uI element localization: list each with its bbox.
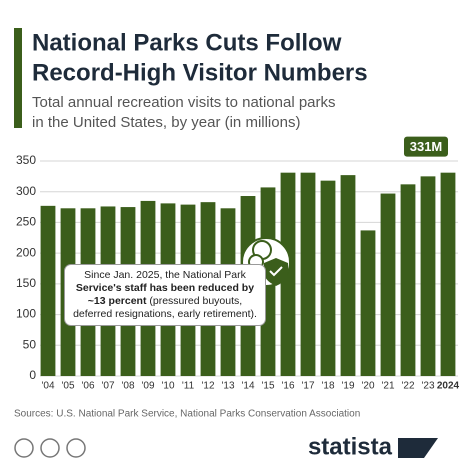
chart-subtitle: Total annual recreation visits to nation…: [32, 94, 336, 111]
x-tick-label: '06: [81, 381, 94, 392]
logo: statista: [308, 433, 393, 460]
y-tick-label: 100: [16, 307, 36, 321]
chart-title: National Parks Cuts Follow: [32, 29, 342, 56]
chart-subtitle: in the United States, by year (in millio…: [32, 114, 300, 131]
x-tick-label: '07: [101, 381, 114, 392]
bar: [340, 175, 356, 376]
x-tick-label: '17: [301, 381, 314, 392]
x-tick-label: '05: [61, 381, 74, 392]
y-tick-label: 0: [29, 368, 36, 382]
x-tick-label: '16: [281, 381, 294, 392]
x-tick-label: '15: [261, 381, 274, 392]
x-tick-label: '19: [341, 381, 354, 392]
y-tick-label: 300: [16, 184, 36, 198]
accent-bar: [14, 28, 22, 128]
x-tick-label: '04: [41, 381, 54, 392]
x-tick-label: '23: [421, 381, 434, 392]
y-tick-label: 50: [23, 337, 37, 351]
annotation-text: Since Jan. 2025, the National Park: [84, 269, 246, 281]
x-tick-label: '12: [201, 381, 214, 392]
x-tick-label: '18: [321, 381, 334, 392]
x-tick-label: '10: [161, 381, 174, 392]
bar: [40, 205, 56, 376]
bar: [280, 172, 296, 376]
y-tick-label: 150: [16, 276, 36, 290]
bar: [380, 193, 396, 376]
bar: [440, 172, 456, 376]
annotation-text: (pressured buyouts, deferred resignation…: [73, 295, 257, 320]
y-tick-label: 200: [16, 245, 36, 259]
bar: [320, 180, 336, 376]
bar: [300, 172, 316, 376]
logo-mark: [398, 438, 438, 458]
annotation-bold: Service's staff has been reduced by ~13 …: [75, 282, 255, 307]
x-tick-label: 2024: [437, 381, 460, 392]
x-tick-label: '22: [401, 381, 414, 392]
bar: [360, 230, 376, 376]
y-tick-label: 250: [16, 215, 36, 229]
annotation: Since Jan. 2025, the National Park Servi…: [64, 264, 266, 326]
x-tick-label: '08: [121, 381, 134, 392]
x-tick-label: '14: [241, 381, 254, 392]
y-tick-label: 350: [16, 153, 36, 167]
bar: [420, 176, 436, 376]
value-label: 331M: [410, 139, 443, 154]
chart-title: Record-High Visitor Numbers: [32, 59, 368, 86]
x-tick-label: '11: [182, 381, 195, 392]
x-tick-label: '13: [221, 381, 234, 392]
x-tick-label: '20: [361, 381, 374, 392]
license-icons: [14, 438, 86, 458]
value-label-bg: [404, 136, 448, 157]
x-tick-label: '09: [141, 381, 154, 392]
bar: [400, 184, 416, 376]
source: Sources: U.S. National Park Service, Nat…: [14, 409, 360, 420]
x-tick-label: '21: [381, 381, 394, 392]
